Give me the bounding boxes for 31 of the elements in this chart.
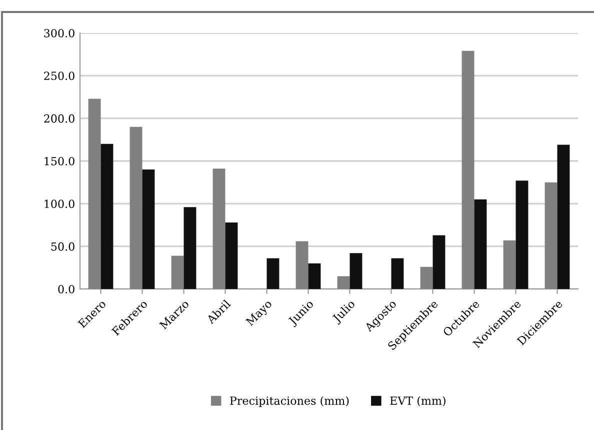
legend-label: Precipitaciones (mm) bbox=[230, 396, 349, 407]
bar bbox=[391, 258, 404, 289]
bar bbox=[142, 170, 155, 289]
bar bbox=[171, 256, 184, 289]
bar bbox=[100, 144, 114, 289]
bar bbox=[503, 240, 516, 289]
y-tick-label: 200.0 bbox=[44, 114, 74, 123]
bar bbox=[432, 235, 446, 289]
bar bbox=[296, 241, 308, 289]
y-tick-label: 300.0 bbox=[44, 28, 74, 38]
bar bbox=[420, 266, 433, 289]
bar bbox=[184, 207, 196, 289]
bar bbox=[350, 253, 362, 289]
legend-label: EVT (mm) bbox=[390, 396, 446, 406]
y-tick-label: 150.0 bbox=[44, 156, 74, 166]
y-tick-label: 250.0 bbox=[44, 72, 74, 80]
y-tick-label: 50.0 bbox=[51, 242, 74, 251]
bar bbox=[544, 182, 558, 289]
bar bbox=[557, 144, 570, 289]
bar bbox=[266, 258, 280, 289]
bar bbox=[212, 168, 226, 289]
bar bbox=[516, 180, 528, 289]
bar bbox=[225, 222, 238, 289]
bar bbox=[474, 199, 487, 289]
bar bbox=[337, 276, 350, 289]
bar bbox=[88, 98, 101, 289]
y-tick-label: 0.0 bbox=[58, 284, 74, 294]
y-tick-label: 100.0 bbox=[44, 200, 74, 208]
bar bbox=[462, 50, 474, 289]
bar bbox=[130, 126, 142, 289]
bar bbox=[308, 263, 321, 289]
